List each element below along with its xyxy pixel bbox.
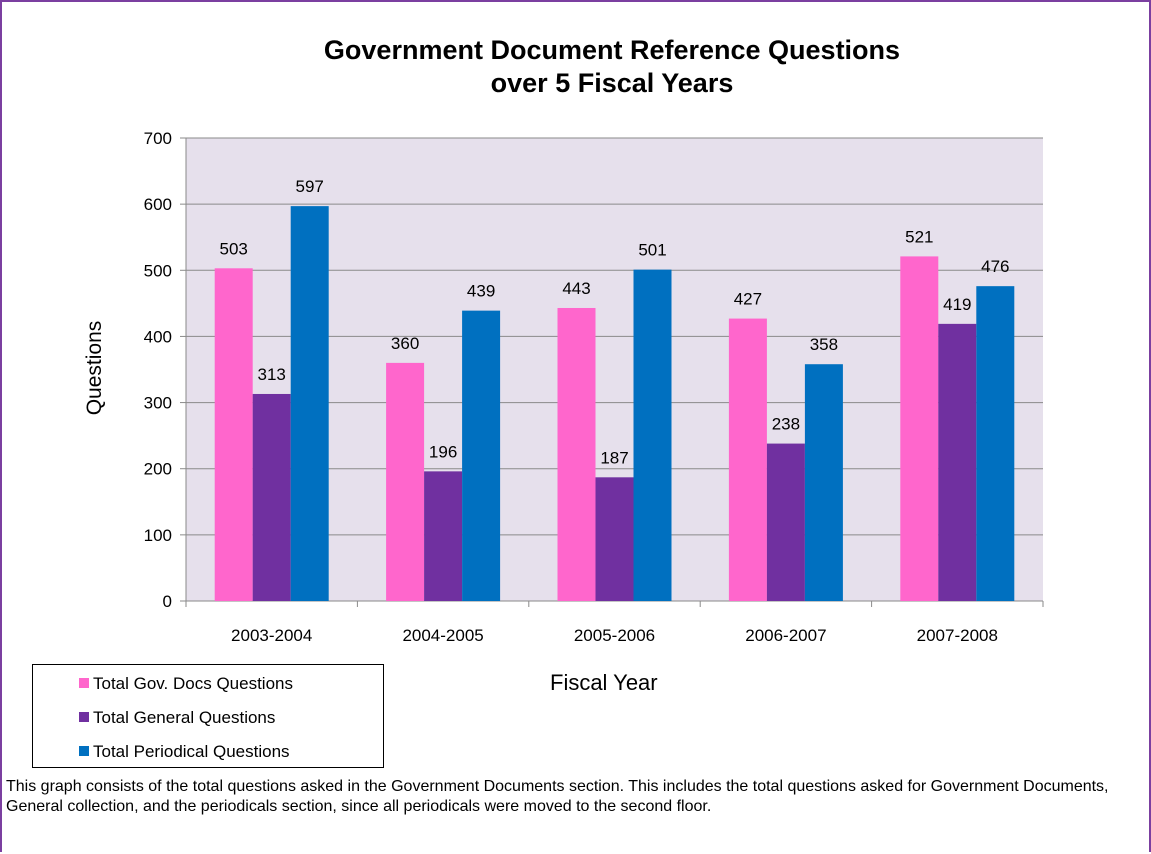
bar <box>976 286 1015 601</box>
bar <box>766 443 805 601</box>
bar <box>252 393 291 601</box>
y-tick-label: 600 <box>144 195 172 214</box>
data-label: 443 <box>562 279 590 298</box>
chart-title-line-1: Government Document Reference Questions <box>323 35 901 65</box>
legend-item-gov-docs: Total Gov. Docs Questions <box>79 674 293 694</box>
data-label: 427 <box>734 290 762 309</box>
y-tick-label: 100 <box>144 526 172 545</box>
legend-swatch-general <box>79 712 89 722</box>
data-label: 358 <box>810 335 838 354</box>
bar <box>595 477 634 601</box>
bar <box>728 318 767 601</box>
y-tick-label: 200 <box>144 460 172 479</box>
bar <box>386 362 425 601</box>
x-tick-label: 2005-2006 <box>574 626 655 645</box>
bar <box>424 471 463 601</box>
x-tick-label: 2007-2008 <box>917 626 998 645</box>
x-axis-title: Fiscal Year <box>550 670 658 695</box>
data-label: 238 <box>772 415 800 434</box>
legend-label-gov-docs: Total Gov. Docs Questions <box>93 674 293 693</box>
data-label: 419 <box>943 295 971 314</box>
data-label: 360 <box>391 334 419 353</box>
x-tick-label: 2006-2007 <box>745 626 826 645</box>
bar-chart: 0 100 200 300 400 500 600 700 503 313 597 2003-2004… <box>144 129 1044 645</box>
y-tick-label: 700 <box>144 129 172 148</box>
chart-caption: This graph consists of the total questio… <box>6 778 1109 815</box>
bar <box>938 323 977 601</box>
y-tick-label: 500 <box>144 261 172 280</box>
legend: Total Gov. Docs Questions Total General … <box>32 664 384 768</box>
data-label: 521 <box>905 227 933 246</box>
chart-title-line-2: over 5 Fiscal Years <box>490 68 734 98</box>
y-tick-label: 400 <box>144 327 172 346</box>
legend-label-general: Total General Questions <box>93 708 276 727</box>
legend-swatch-periodical <box>79 746 89 756</box>
data-label: 196 <box>429 442 457 461</box>
bar <box>557 307 596 601</box>
x-tick-label: 2004-2005 <box>402 626 483 645</box>
legend-item-periodical: Total Periodical Questions <box>79 742 290 762</box>
y-tick-label: 0 <box>163 592 172 611</box>
data-label: 597 <box>296 177 324 196</box>
bar <box>633 269 672 601</box>
data-label: 476 <box>981 257 1009 276</box>
data-label: 501 <box>638 241 666 260</box>
chart-title: Government Document Reference Questions … <box>182 34 1042 100</box>
bar <box>900 256 939 601</box>
data-label: 187 <box>600 448 628 467</box>
data-label: 503 <box>220 239 248 258</box>
data-label: 439 <box>467 282 495 301</box>
bar <box>462 310 501 601</box>
bar <box>804 364 843 601</box>
y-tick-label: 300 <box>144 394 172 413</box>
x-tick-label: 2003-2004 <box>231 626 312 645</box>
legend-swatch-gov-docs <box>79 678 89 688</box>
legend-item-general: Total General Questions <box>79 708 275 728</box>
y-axis-title: Questions <box>83 320 106 416</box>
data-label: 313 <box>258 365 286 384</box>
legend-label-periodical: Total Periodical Questions <box>93 742 290 761</box>
bar <box>290 206 329 601</box>
bar <box>214 268 253 601</box>
